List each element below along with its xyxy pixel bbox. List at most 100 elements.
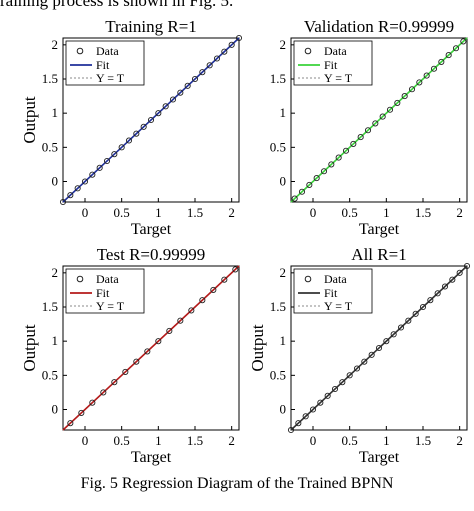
data-point [456,269,463,276]
x-tick-label: 1.5 [415,205,431,220]
data-point [67,192,74,199]
data-point [111,379,118,386]
data-point [335,154,342,161]
data-point [111,151,118,158]
data-point [166,327,173,334]
y-tick-label: 0.5 [270,367,286,382]
legend-label-data: Data [324,272,347,286]
data-point [144,348,151,355]
y-tick-label: 1 [52,105,59,120]
data-point [423,72,430,79]
data-point [100,389,107,396]
data-point [122,368,129,375]
x-axis-label: Target [131,449,172,466]
x-tick-label: 1 [383,205,390,220]
x-tick-label: 1 [155,205,162,220]
data-point [452,45,460,52]
y-tick-label: 2 [280,265,287,280]
regression-panel-4: All R=1 0 0.5 1 1.5 2 0 0.5 1 1.5 2 Target Output Dat… [248,245,471,466]
regression-panel-1: Training R=1 0 0.5 1 1.5 2 0 0.5 1 1.5 2 Target Outp… [20,17,243,238]
data-point [199,69,206,76]
data-point [357,134,364,141]
panel-title: Test R=0.99999 [97,245,206,264]
data-point [206,62,213,69]
data-point [140,123,147,130]
regression-panel-3: Test R=0.99999 0 0.5 1 1.5 2 0 0.5 1 1.5 2 Target Ou… [20,245,240,466]
data-point [133,358,140,365]
y-tick-label: 2 [52,265,59,280]
data-point [81,178,89,185]
data-point [449,276,456,283]
data-point [232,266,239,273]
data-point [331,385,339,393]
data-point [302,413,309,420]
data-point [291,195,298,202]
data-point [364,127,372,134]
fit-line [290,265,468,431]
legend-label-fit: Fit [96,58,110,72]
data-point [169,96,177,103]
x-tick-label: 2 [456,205,463,220]
legend-label-fit: Fit [96,286,110,300]
y-tick-label: 0.5 [270,139,286,154]
data-point [155,110,162,117]
legend-marker-data [304,275,312,283]
data-point [89,171,96,178]
data-point [306,181,313,188]
data-point [147,116,155,124]
data-point [155,338,162,345]
data-point [309,406,317,413]
x-tick-label: 2 [456,433,463,448]
x-tick-label: 1 [383,433,390,448]
data-point [317,399,324,406]
data-point [445,52,452,59]
data-point [320,168,328,175]
legend-label-data: Data [96,272,119,286]
header-text-fragment: raining process is shown in Fig. 5. [0,0,234,10]
y-tick-label: 1 [280,105,287,120]
data-point [328,161,335,168]
data-point [74,185,81,192]
x-tick-label: 0 [310,433,317,448]
data-point [313,175,320,182]
data-point [427,297,434,304]
legend-label-fit: Fit [324,286,338,300]
data-point [412,310,419,317]
panel-title: Validation R=0.99999 [304,17,454,36]
data-point [103,157,111,165]
x-tick-label: 0 [82,433,89,448]
data-point [96,164,103,171]
data-point [397,324,405,331]
legend-marker-data [76,275,84,283]
data-point [199,297,206,304]
data-point [213,55,221,62]
x-tick-label: 1.5 [187,205,203,220]
legend-label-data: Data [324,44,347,58]
legend-label-y-equals-t: Y = T [96,299,125,313]
panel-title: Training R=1 [105,17,197,36]
data-point [416,79,423,86]
data-point [379,113,386,120]
data-point [405,317,412,324]
legend-marker-data [304,47,312,55]
data-point [346,372,353,379]
data-point [162,103,169,110]
y-tick-label: 1.5 [42,299,58,314]
panel-title: All R=1 [351,245,406,264]
x-axis-label: Target [131,221,172,238]
data-point [353,365,361,372]
data-point [188,307,195,314]
data-point [133,130,140,137]
y-tick-label: 1.5 [270,71,286,86]
data-point [434,290,441,297]
y-axis-label: Output [248,324,267,372]
data-point [394,99,401,106]
data-point [460,38,467,45]
figure-caption: Fig. 5 Regression Diagram of the Trained… [80,475,394,492]
regression-panel-2: Validation R=0.99999 0 0.5 1 1.5 2 0 0.5 1 1.5 2 Ta… [270,17,468,238]
data-point [324,392,331,399]
data-point [67,420,74,427]
data-point [191,75,199,83]
data-point [463,262,471,270]
y-tick-label: 0 [52,174,59,189]
